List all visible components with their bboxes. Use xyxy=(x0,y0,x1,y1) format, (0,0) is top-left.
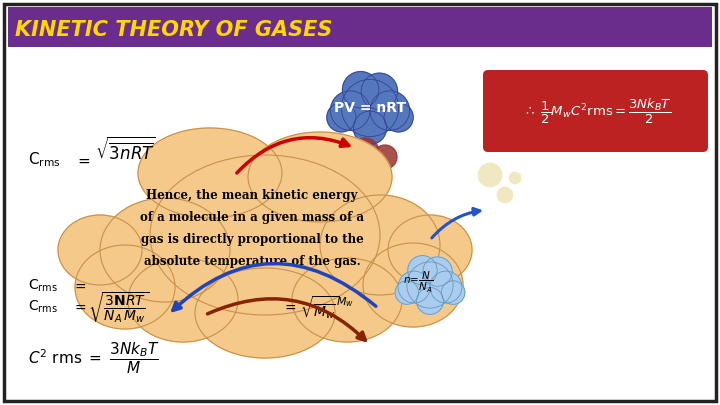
Ellipse shape xyxy=(138,128,282,218)
Circle shape xyxy=(509,172,521,184)
FancyBboxPatch shape xyxy=(8,7,712,47)
Text: absolute temperature of the gas.: absolute temperature of the gas. xyxy=(143,254,361,267)
Circle shape xyxy=(327,103,356,132)
Text: $\mathrm{C_{rms}}$: $\mathrm{C_{rms}}$ xyxy=(28,151,60,169)
Text: $=$: $=$ xyxy=(72,300,87,314)
Ellipse shape xyxy=(128,258,238,342)
Ellipse shape xyxy=(195,268,335,358)
Text: $=$: $=$ xyxy=(75,153,91,168)
Text: $M_w$: $M_w$ xyxy=(336,295,354,309)
Circle shape xyxy=(337,147,359,169)
Text: $n\!=\!\dfrac{N}{N_A}$: $n\!=\!\dfrac{N}{N_A}$ xyxy=(402,269,433,294)
Circle shape xyxy=(395,281,418,304)
Circle shape xyxy=(398,271,430,303)
Ellipse shape xyxy=(388,215,472,285)
Text: $C^2\ \mathrm{rms}\ =\ \dfrac{3Nk_BT}{M}$: $C^2\ \mathrm{rms}\ =\ \dfrac{3Nk_BT}{M}… xyxy=(28,340,160,376)
Text: $=$: $=$ xyxy=(282,300,297,314)
Circle shape xyxy=(430,271,462,303)
Ellipse shape xyxy=(320,195,440,295)
Circle shape xyxy=(497,187,513,203)
FancyBboxPatch shape xyxy=(483,70,708,152)
Ellipse shape xyxy=(58,215,142,285)
Text: gas is directly proportional to the: gas is directly proportional to the xyxy=(140,232,364,245)
FancyBboxPatch shape xyxy=(4,4,716,401)
Text: $=$: $=$ xyxy=(72,279,87,293)
Text: $\sqrt{\dfrac{\ }{M_w}}$: $\sqrt{\dfrac{\ }{M_w}}$ xyxy=(300,295,339,321)
Circle shape xyxy=(423,257,452,286)
Circle shape xyxy=(407,262,453,308)
Circle shape xyxy=(341,79,399,136)
Ellipse shape xyxy=(100,198,230,302)
Text: $\mathrm{C_{rms}}$: $\mathrm{C_{rms}}$ xyxy=(28,299,58,315)
Circle shape xyxy=(361,73,397,110)
Circle shape xyxy=(351,138,379,166)
Ellipse shape xyxy=(248,132,392,222)
Text: Hence, the mean kinetic energy: Hence, the mean kinetic energy xyxy=(146,188,358,202)
Circle shape xyxy=(343,72,379,108)
Circle shape xyxy=(408,256,437,285)
Text: of a molecule in a given mass of a: of a molecule in a given mass of a xyxy=(140,211,364,224)
Text: KINETIC THEORY OF GASES: KINETIC THEORY OF GASES xyxy=(15,20,333,40)
Circle shape xyxy=(441,281,465,304)
Circle shape xyxy=(370,91,410,130)
Text: $\sqrt{\dfrac{3\mathbf{N}RT}{N_A\,M_w}}$: $\sqrt{\dfrac{3\mathbf{N}RT}{N_A\,M_w}}$ xyxy=(88,291,149,325)
Circle shape xyxy=(354,111,387,145)
Ellipse shape xyxy=(292,258,402,342)
Text: $\therefore\ \dfrac{1}{2}M_wC^2\mathrm{rms}=\dfrac{3Nk_BT}{2}$: $\therefore\ \dfrac{1}{2}M_wC^2\mathrm{r… xyxy=(523,96,672,126)
Circle shape xyxy=(417,288,444,314)
Text: $\mathrm{C_{rms}}$: $\mathrm{C_{rms}}$ xyxy=(28,278,58,294)
Ellipse shape xyxy=(150,155,380,315)
Circle shape xyxy=(373,145,397,169)
Ellipse shape xyxy=(75,245,175,329)
Circle shape xyxy=(478,163,502,187)
Text: $\sqrt{\overline{3nRT}}$: $\sqrt{\overline{3nRT}}$ xyxy=(95,136,156,164)
Circle shape xyxy=(384,103,413,132)
Text: PV = nRT: PV = nRT xyxy=(334,101,406,115)
Ellipse shape xyxy=(363,243,463,327)
Circle shape xyxy=(330,91,370,130)
